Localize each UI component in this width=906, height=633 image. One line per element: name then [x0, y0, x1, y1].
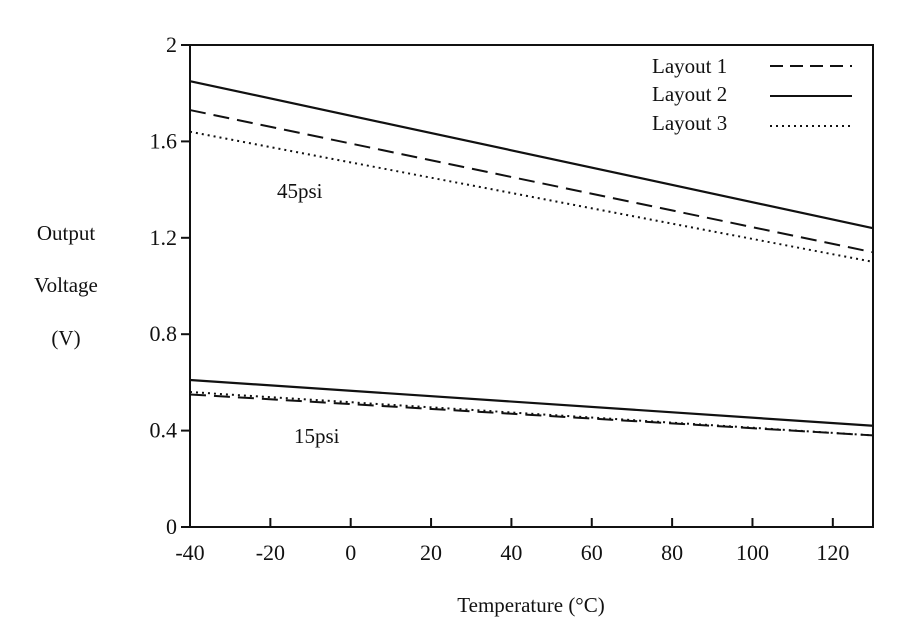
y-tick-label: 0.4: [150, 418, 178, 443]
y-axis-title-line-1: Output: [37, 221, 96, 245]
y-tick-label: 1.2: [150, 225, 178, 250]
series-line-45psi-layout-3: [189, 130, 874, 263]
x-tick-label: 60: [581, 540, 603, 565]
y-tick-label: 0: [166, 514, 177, 539]
series-line-15psi-layout-1: [189, 393, 874, 437]
annotation-15psi: 15psi: [294, 424, 340, 448]
x-tick-label: 20: [420, 540, 442, 565]
legend-label-layout-1: Layout 1: [652, 54, 727, 78]
tick-layer: [181, 44, 834, 528]
y-axis-title-line-3: (V): [51, 326, 80, 350]
series-line-45psi-layout-1: [189, 109, 874, 254]
x-tick-label: 120: [816, 540, 849, 565]
x-tick-label: 80: [661, 540, 683, 565]
x-tick-label: -40: [175, 540, 204, 565]
x-tick-label: -20: [256, 540, 285, 565]
y-tick-label: 1.6: [150, 128, 178, 153]
tick-label-layer: -40 -20 0 20 40 60 80 100 120 0 0.4 0.8 1.2 1.6 2: [150, 32, 850, 565]
legend-label-layout-3: Layout 3: [652, 111, 727, 135]
series-line-15psi-layout-3: [189, 391, 874, 437]
y-axis-title-line-2: Voltage: [34, 273, 98, 297]
series-layer: [189, 80, 874, 437]
y-tick-label: 2: [166, 32, 177, 57]
series-line-15psi-layout-2: [189, 378, 874, 427]
legend: Layout 1 Layout 2 Layout 3: [652, 54, 852, 135]
x-tick-label: 40: [500, 540, 522, 565]
plot-frame: [189, 44, 874, 528]
x-axis-title: Temperature (°C): [457, 593, 604, 617]
x-tick-label: 100: [736, 540, 769, 565]
legend-label-layout-2: Layout 2: [652, 82, 727, 106]
series-line-45psi-layout-2: [189, 80, 874, 230]
annotation-45psi: 45psi: [277, 179, 323, 203]
x-tick-label: 0: [345, 540, 356, 565]
y-tick-label: 0.8: [150, 321, 178, 346]
